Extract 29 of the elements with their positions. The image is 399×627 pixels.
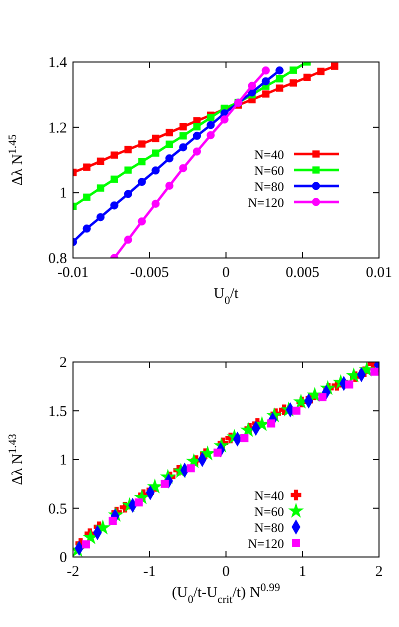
y-tick-label: 0.8 xyxy=(48,251,67,267)
x-tick-label: 0.01 xyxy=(366,265,392,281)
x-axis-title: U$_{0}$/t xyxy=(214,286,240,307)
legend-label: N=120 xyxy=(248,536,284,551)
y-tick-label: 1.4 xyxy=(48,55,68,71)
y-tick-label: 2 xyxy=(60,355,67,371)
y-tick-label: 1 xyxy=(60,186,67,202)
legend-label: N=120 xyxy=(248,195,284,210)
y-tick-label: 1 xyxy=(60,452,67,468)
x-tick-label: -0.01 xyxy=(57,265,89,281)
x-tick-label: -1 xyxy=(143,564,156,580)
x-tick-label: 1 xyxy=(298,564,306,580)
legend-label: N=80 xyxy=(254,520,284,535)
y-tick-label: 1.5 xyxy=(48,404,67,420)
y-tick-label: 1.2 xyxy=(48,120,67,136)
legend-label: N=60 xyxy=(254,504,284,519)
x-tick-label: -2 xyxy=(66,564,80,580)
legend-label: N=40 xyxy=(254,147,284,162)
x-tick-label: 0 xyxy=(222,564,230,580)
y-tick-label: 0 xyxy=(60,550,67,566)
x-tick-label: 0 xyxy=(222,265,230,281)
legend-label: N=40 xyxy=(254,488,284,503)
legend-label: N=80 xyxy=(254,179,284,194)
x-tick-label: -0.005 xyxy=(130,265,169,281)
y-tick-label: 0.5 xyxy=(48,501,67,518)
x-tick-label: 2 xyxy=(375,564,383,580)
legend-label: N=60 xyxy=(254,163,284,178)
x-tick-label: 0.005 xyxy=(286,265,320,281)
x-axis-title: (U$_{0}$/t-U$_{crit}$/t) N$^{0.99}$ xyxy=(172,582,280,606)
